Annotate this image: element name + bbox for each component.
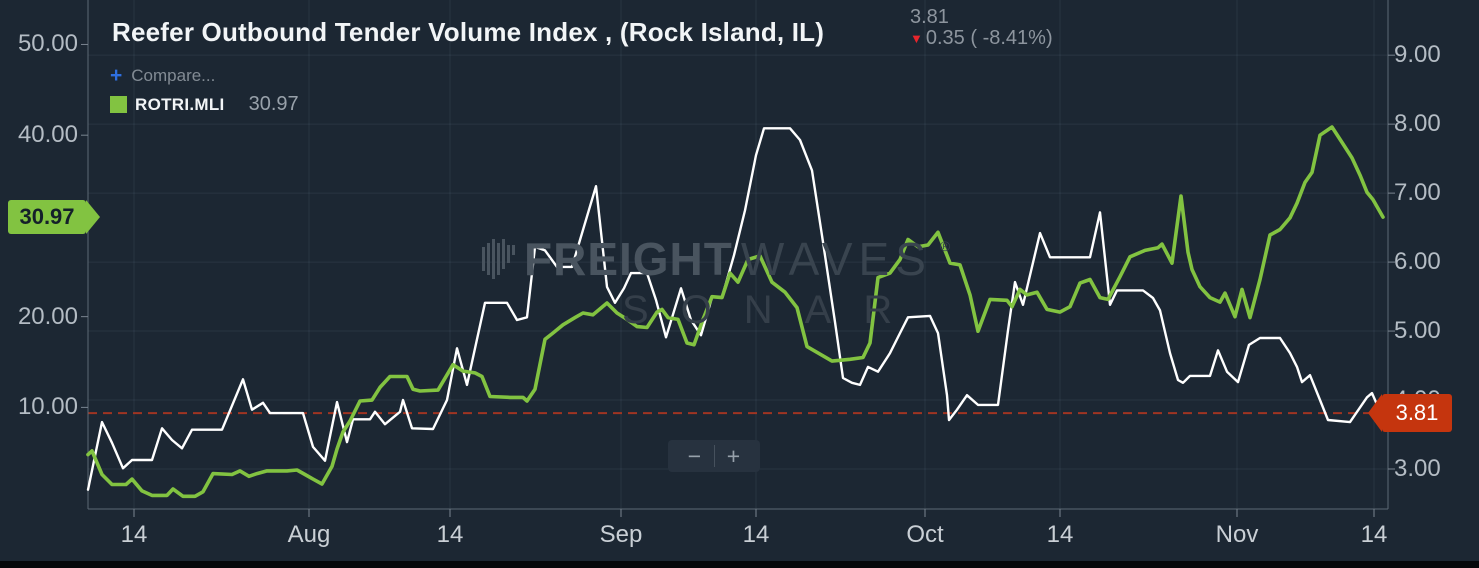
quote-block: 3.81 ▼ 0.35 ( -8.41%) — [910, 7, 1053, 49]
y-axis-label-left: 40.00 — [17, 121, 78, 149]
series-lines — [86, 125, 1387, 499]
right-axis-value-badge: 3.81 — [1368, 394, 1452, 433]
quote-change: 0.35 ( -8.41%) — [925, 27, 1053, 49]
gridlines — [88, 0, 1388, 509]
main-series-line — [86, 127, 1387, 491]
x-axis-label: Aug — [287, 521, 331, 548]
series-value: 30.97 — [248, 93, 299, 115]
quote-last-value: 3.81 — [910, 6, 949, 28]
change-down-arrow-icon: ▼ — [910, 31, 923, 46]
zoom-control: − + — [668, 440, 760, 472]
compare-link[interactable]: + Compare... — [110, 64, 216, 87]
series-symbol: ROTRI.MLI — [135, 94, 225, 114]
compare-series-line — [86, 125, 1385, 499]
x-axis-label: Sep — [599, 521, 643, 548]
zoom-divider — [713, 445, 715, 467]
x-axis-label: 14 — [120, 521, 148, 548]
y-axis-label-right: 5.00 — [1394, 317, 1441, 345]
bottom-bar — [0, 561, 1479, 568]
x-axis-label: 14 — [436, 521, 464, 548]
y-axis-label-left: 50.00 — [17, 30, 78, 58]
y-axis-label-right: 9.00 — [1394, 41, 1441, 69]
x-axis-label: 14 — [742, 521, 770, 548]
y-axis-label-right: 3.00 — [1394, 454, 1441, 482]
page-title: Reefer Outbound Tender Volume Index , (R… — [112, 17, 825, 47]
series-color-swatch — [110, 96, 127, 113]
compare-label: Compare... — [131, 66, 216, 85]
y-axis-label-right: 8.00 — [1394, 110, 1441, 138]
left-axis-value-badge: 30.97 — [8, 200, 100, 235]
y-axis-label-right: 7.00 — [1394, 179, 1441, 207]
zoom-out-button[interactable]: − — [676, 440, 714, 472]
x-axis-label: Nov — [1215, 521, 1259, 548]
x-axis-label: Oct — [906, 521, 944, 548]
y-axis-label-left: 20.00 — [17, 302, 78, 330]
y-axis-label-left: 10.00 — [17, 393, 78, 421]
zoom-in-button[interactable]: + — [715, 440, 753, 472]
legend-series-row[interactable]: ROTRI.MLI 30.97 — [110, 93, 299, 116]
x-axis-label: 14 — [1360, 521, 1388, 548]
x-axis-label: 14 — [1046, 521, 1074, 548]
plus-icon: + — [110, 64, 123, 87]
y-axis-label-right: 6.00 — [1394, 248, 1441, 276]
